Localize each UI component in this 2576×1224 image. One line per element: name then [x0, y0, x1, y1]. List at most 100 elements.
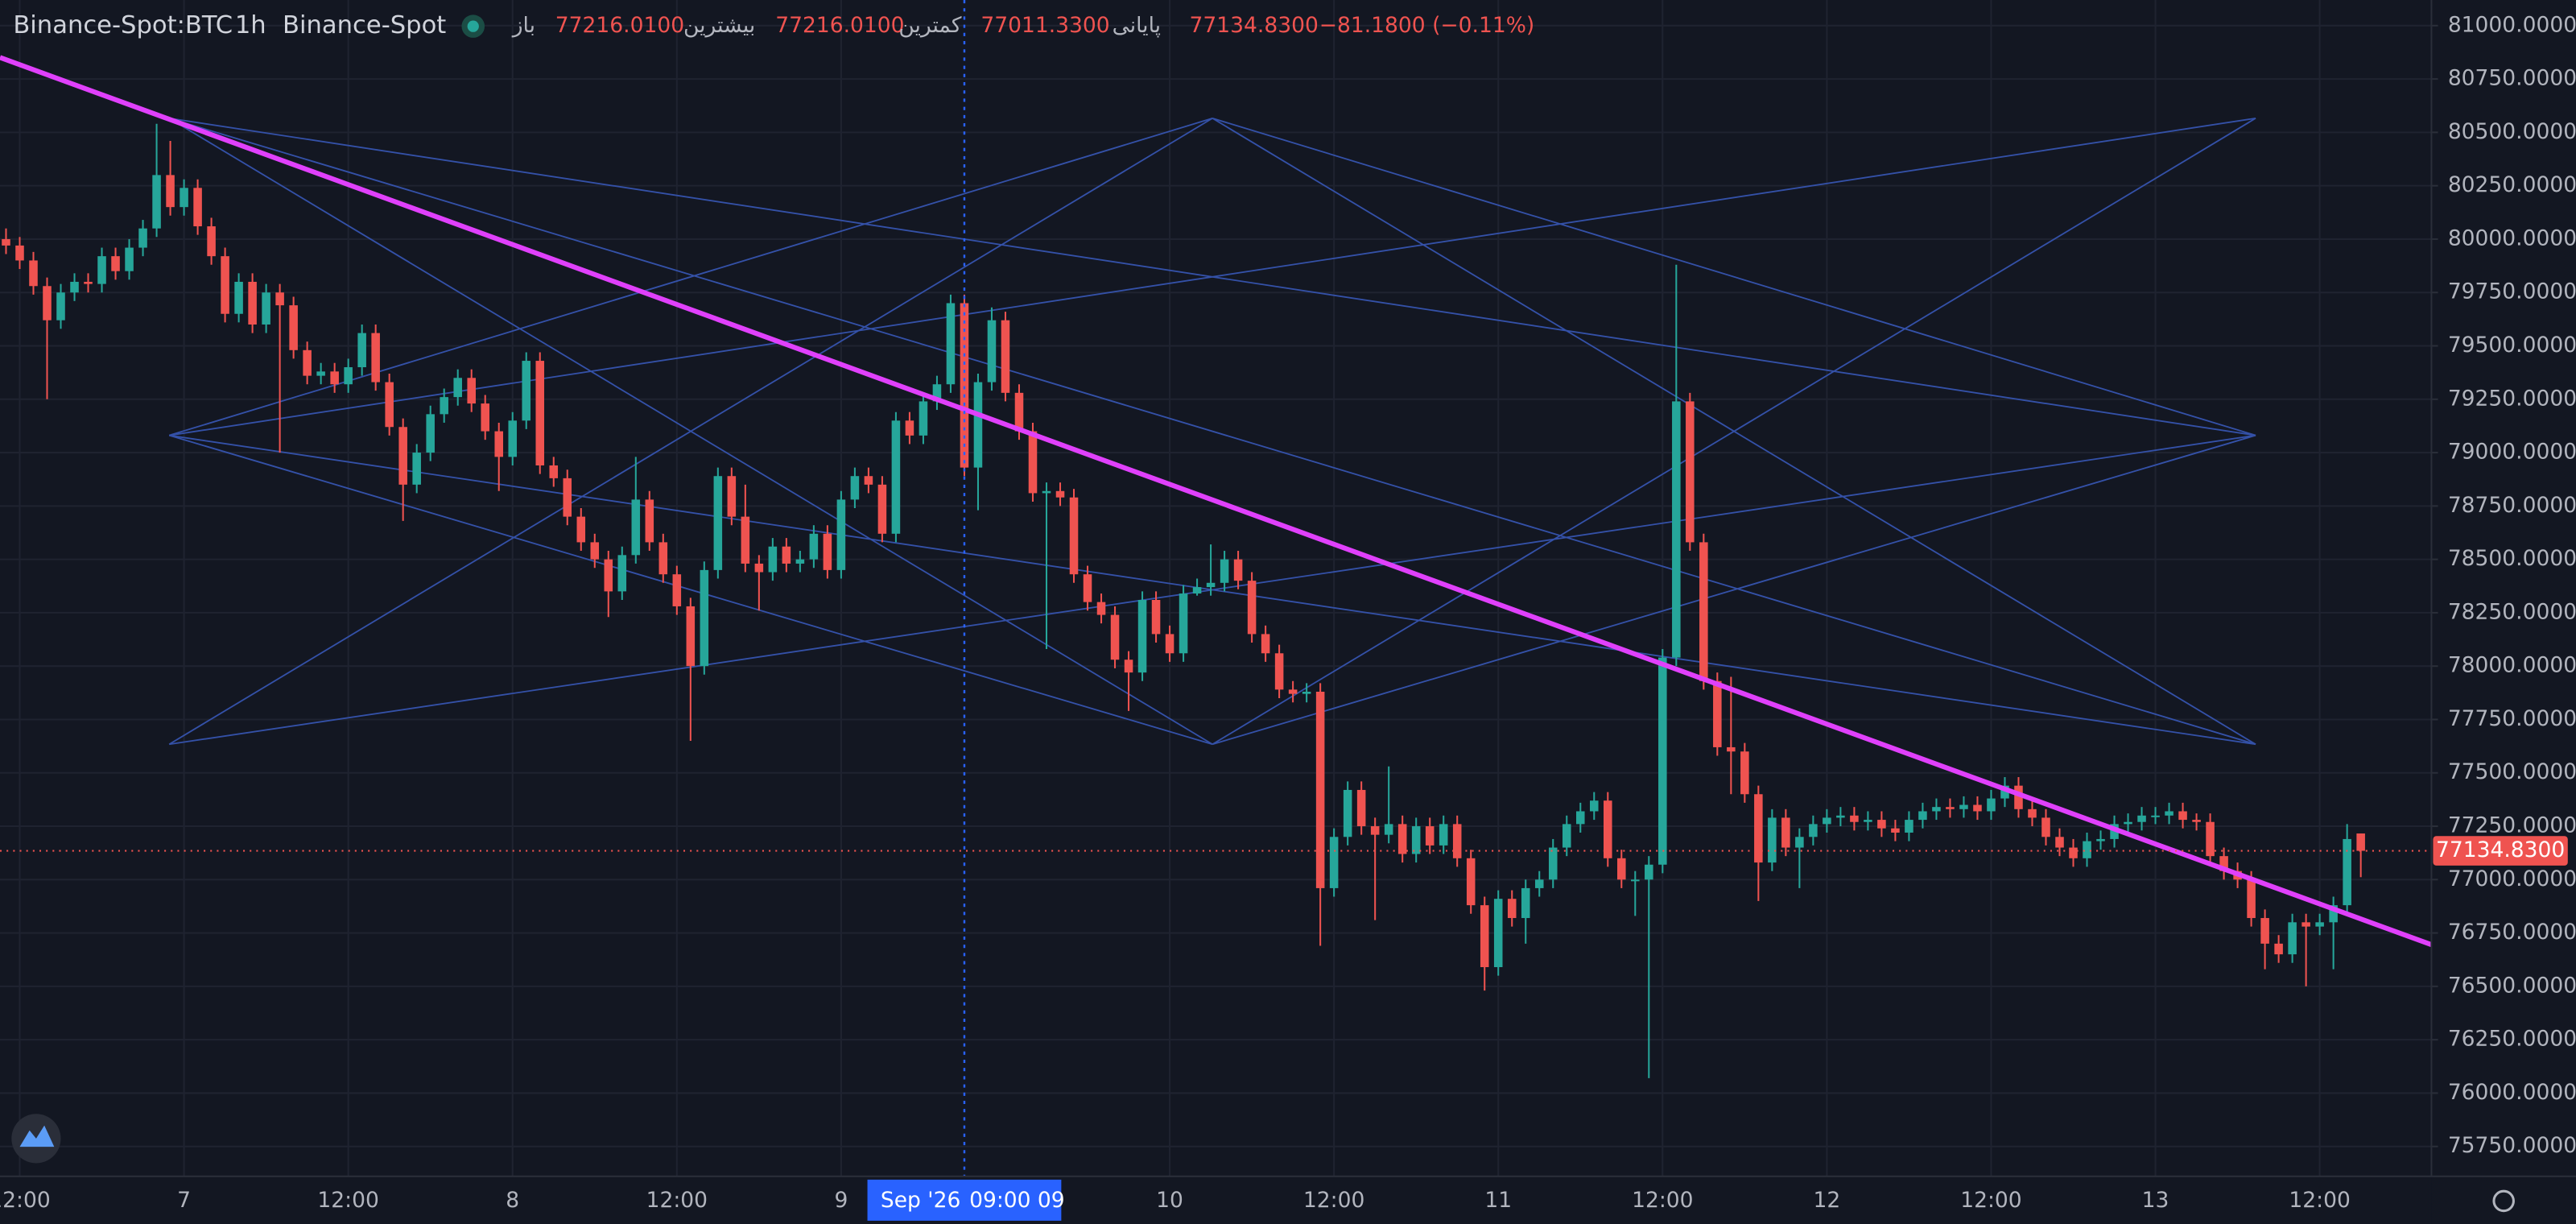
y-tick-label: 81000.0000: [2448, 12, 2576, 37]
grid: [0, 0, 2432, 1176]
candle-body: [522, 361, 531, 421]
candle-body: [426, 414, 435, 453]
candle-body: [836, 499, 846, 570]
candle-body: [782, 546, 791, 564]
candle-body: [864, 476, 873, 485]
y-tick-label: 76750.0000: [2448, 920, 2576, 945]
y-tick-label: 80250.0000: [2448, 172, 2576, 197]
candle-body: [700, 569, 709, 667]
candle-body: [2055, 837, 2064, 848]
candle-body: [1658, 657, 1667, 865]
candle-body: [1604, 800, 1612, 858]
candle-body: [248, 281, 257, 325]
pattern-line: [169, 434, 2256, 746]
candle-body: [1096, 602, 1106, 615]
candle-body: [1617, 858, 1626, 880]
x-tick-label: 10: [1156, 1188, 1183, 1213]
candle-body: [1809, 824, 1818, 837]
x-tick-label: 12:00: [1303, 1188, 1364, 1213]
pattern-drawing: [168, 117, 2256, 746]
y-tick-label: 76000.0000: [2448, 1080, 2576, 1105]
candle-body: [1946, 807, 1955, 809]
candle-body: [1315, 692, 1325, 888]
pattern-line: [168, 118, 2256, 746]
candle-body: [1740, 751, 1749, 795]
candle-body: [152, 175, 161, 229]
candle-body: [2069, 847, 2078, 858]
candle-body: [973, 382, 983, 468]
candle-body: [617, 555, 627, 592]
candle-body: [1795, 837, 1804, 848]
candle-body: [1877, 820, 1886, 829]
candle-body: [481, 403, 489, 432]
candle-body: [2, 238, 10, 246]
candle-body: [741, 516, 750, 564]
candle-body: [97, 256, 106, 284]
axes: 75750.0000 76000.0000 76250.0000 76500.0000…: [0, 12, 2576, 1221]
candle-body: [590, 542, 600, 560]
candle-body: [1932, 807, 1941, 812]
candle-body: [1713, 680, 1722, 747]
candle-body: [2137, 815, 2146, 822]
candle-body: [2301, 922, 2310, 927]
candle-body: [1754, 794, 1763, 863]
x-tick-label: 8: [506, 1188, 519, 1213]
candle-body: [1645, 864, 1653, 880]
candle-body: [70, 281, 79, 293]
candle-body: [357, 333, 366, 368]
candle-body: [193, 188, 202, 227]
candle-body: [1905, 820, 1913, 833]
y-tick-label: 78000.0000: [2448, 653, 2576, 678]
x-tick-label: 7: [177, 1188, 191, 1213]
candle-body: [1001, 320, 1010, 393]
status-dot: [467, 20, 479, 32]
y-tick-label: 80500.0000: [2448, 119, 2576, 144]
candle-body: [823, 533, 832, 570]
candle-body: [1124, 660, 1133, 673]
candle-body: [1507, 899, 1517, 919]
candle-body: [1439, 824, 1448, 846]
y-tick-label: 78500.0000: [2448, 546, 2576, 571]
candle-body: [275, 292, 284, 306]
candle-body: [1672, 401, 1681, 658]
candle-body: [1083, 574, 1092, 602]
change: −81.1800 (−0.11%): [1319, 13, 1534, 38]
candle-body: [2096, 838, 2105, 842]
y-tick-label: 79250.0000: [2448, 386, 2576, 411]
candle-body: [713, 476, 723, 570]
candle-body: [549, 465, 559, 478]
candle-body: [1768, 817, 1777, 863]
x-tick-label: 12:00: [0, 1188, 51, 1213]
candle-body: [563, 478, 572, 517]
x-tick-label: 12:00: [2289, 1188, 2350, 1213]
y-tick-label: 76500.0000: [2448, 973, 2576, 998]
candle-body: [932, 384, 942, 402]
candle-body: [2041, 817, 2050, 837]
candle-body: [905, 420, 914, 436]
last-price-badge: [2433, 836, 2568, 866]
trend-line: [0, 55, 2433, 948]
x-tick-label: 12:00: [646, 1188, 708, 1213]
candle-body: [412, 453, 421, 485]
candle-body: [1028, 431, 1038, 494]
candle-body: [1480, 905, 1489, 968]
crosshair-time: 09:00 09: [969, 1188, 1065, 1213]
candle-body: [2178, 811, 2187, 821]
settings-icon[interactable]: [2492, 1189, 2515, 1213]
pattern-line: [1212, 434, 2256, 746]
candle-body: [2028, 808, 2037, 818]
candle-body: [289, 305, 298, 350]
low-value: 77011.3300: [980, 13, 1109, 38]
crosshair-badge: [867, 1179, 1062, 1221]
candle-body: [330, 371, 339, 385]
candle-body: [84, 281, 93, 284]
candle-body: [1261, 634, 1270, 654]
candle-body: [1206, 582, 1216, 588]
candle-body: [1850, 815, 1859, 822]
candle-body: [604, 559, 613, 592]
candle-body: [535, 361, 545, 465]
candle-body: [2014, 785, 2023, 809]
candle-body: [2274, 943, 2283, 955]
x-tick-label: 12: [1814, 1188, 1841, 1213]
